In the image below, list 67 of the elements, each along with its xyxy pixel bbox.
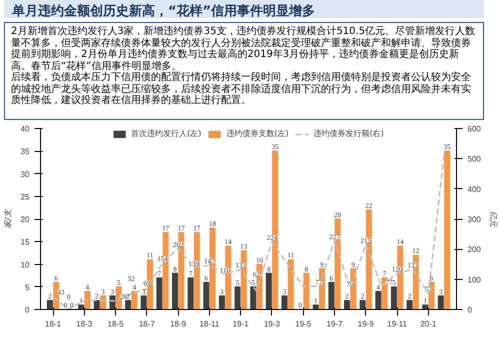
bar: [303, 272, 310, 310]
x-tick-label: 19-1: [232, 320, 250, 328]
bar: [312, 304, 319, 310]
bar: [390, 286, 397, 310]
bar: [281, 295, 288, 310]
bar: [406, 300, 413, 310]
bar: [288, 259, 294, 310]
y2-tick-label: 200: [468, 245, 482, 254]
bar: [422, 304, 428, 310]
y2-tick-label: 0: [468, 306, 472, 314]
bar: [78, 304, 84, 310]
y-tick-label: 25: [20, 192, 30, 202]
x-tick-label: 19-3: [264, 320, 281, 328]
x-tick-label: 19-9: [358, 320, 374, 328]
bar: [94, 300, 100, 310]
bar: [250, 286, 256, 310]
bar: [203, 282, 210, 310]
x-tick-label: 18-9: [170, 320, 187, 328]
y2-tick-label: 300: [468, 215, 482, 224]
y-tick-label: 40: [20, 124, 30, 134]
line-series: [52, 154, 445, 310]
bar: [188, 277, 194, 310]
x-tick-label: 18-5: [108, 320, 124, 328]
bar: [84, 290, 90, 310]
x-tick-label: 20-1: [420, 320, 437, 328]
y-tick-label: 30: [20, 170, 30, 179]
bar: [218, 295, 225, 310]
bar: [172, 272, 178, 310]
legend-label: 首次违约发行人(左): [131, 128, 202, 139]
y-tick-label: 35: [20, 147, 30, 156]
bar: [444, 150, 450, 310]
y2-tick-label: 100: [468, 275, 482, 284]
y-tick-label: 20: [20, 215, 30, 224]
y-tick-label: 5: [25, 282, 30, 292]
bar: [266, 272, 272, 310]
x-tick-label: 18-7: [138, 320, 156, 328]
legend-label: 违约债券支数(左): [226, 128, 289, 139]
y-tick-label: 15: [20, 238, 30, 247]
chart-title: 单月违约金额创历史新高，“花样”信用事件明显增多: [12, 3, 316, 21]
bar: [360, 300, 366, 310]
bar: [140, 295, 147, 310]
x-tick-label: 19-11: [387, 320, 408, 328]
y-tick-label: 0: [25, 306, 30, 314]
legend-label: 违约债券发行额(右): [314, 128, 384, 139]
x-tick-label: 18-3: [76, 320, 93, 328]
x-tick-label: 18-11: [199, 320, 220, 328]
bar: [131, 290, 138, 310]
y-axis-title: 家/支: [4, 208, 13, 228]
x-tick-label: 19-7: [326, 320, 344, 328]
x-tick-label: 18-1: [45, 320, 62, 328]
bar: [438, 295, 444, 310]
bar: [375, 290, 382, 310]
bar: [46, 300, 53, 310]
y2-tick-label: 500: [468, 154, 482, 164]
text: 2月新增首次违约发行人3家，新增违约债券35支，违约债券发行规模合计510.5亿元。尽管新增发行人数量不算多，但受两家存续债券体量较大的发行人分别被法院裁定受理破产重整和破产和解申请、导致债券提前到期影响，2月份单月违约债券支数与过去最高的2019年3月份持平，违约债券金额更是创历史新高。春节后“花样”信用事件明显增多。: [11, 26, 476, 72]
x-tick-label: 19-5: [295, 320, 312, 328]
y2-axis-title: 亿元: [488, 211, 498, 228]
y-tick-label: 10: [20, 260, 30, 270]
bar: [234, 286, 241, 310]
bar: [125, 300, 132, 310]
bar: [344, 300, 350, 310]
text: 后续看，负债成本压力下信用债的配置行情仍将持续一段时间，考虑到信用债特别是投资者公认较为安全的城投地产龙头等收益率已压缩较多，后续投资者不排除适度信用下沉的行为，但考虑信用风险并未有实质性降低，建议投资者在信用择券的基础上进行配置。: [11, 72, 471, 106]
bar: [156, 277, 162, 310]
y2-tick-label: 400: [468, 184, 482, 194]
bar: [328, 282, 334, 310]
y2-tick-label: 600: [468, 124, 482, 134]
bar: [382, 277, 388, 310]
